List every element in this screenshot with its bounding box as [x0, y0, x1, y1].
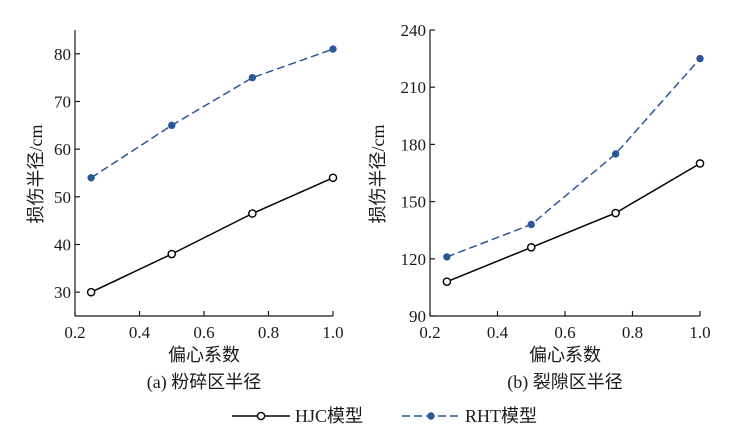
data-point — [695, 159, 705, 168]
x-tick-label: 0.8 — [258, 323, 279, 342]
panel-caption: (a) 粉碎区半径 — [147, 372, 261, 393]
data-point — [611, 208, 620, 218]
data-point — [167, 249, 177, 259]
x-tick-label: 0.2 — [64, 323, 85, 342]
y-tick-label: 120 — [401, 250, 427, 269]
y-tick-label: 150 — [401, 193, 427, 212]
data-point — [168, 121, 176, 130]
y-tick-label: 70 — [54, 93, 71, 112]
x-tick-label: 0.6 — [554, 323, 575, 342]
series-line-rht — [446, 58, 701, 258]
x-tick-label: 1.0 — [322, 323, 343, 342]
series-line-hjc — [446, 162, 701, 283]
chart-b-crack-zone: 90 120 150 180 210 240 0.2 0.4 0.6 0.8 1.0 损伤半径/cm 偏… — [368, 21, 711, 393]
legend-marker — [427, 412, 435, 420]
data-point — [527, 220, 535, 229]
y-tick-label: 30 — [54, 283, 71, 302]
y-tick-label: 90 — [409, 307, 426, 326]
panel-caption: (b) 裂隙区半径 — [507, 372, 623, 393]
data-point — [526, 243, 536, 252]
y-tick-label: 60 — [54, 140, 71, 159]
y-tick-label: 240 — [401, 21, 427, 40]
series-line-rht — [90, 48, 334, 179]
data-point — [328, 173, 338, 183]
y-tick-label: 80 — [54, 45, 71, 64]
x-axis-label: 偏心系数 — [529, 345, 601, 365]
data-point — [86, 287, 96, 297]
legend: HJC模型 RHT模型 — [232, 406, 537, 426]
x-tick-label: 0.4 — [487, 323, 509, 342]
legend-label: RHT模型 — [465, 406, 537, 426]
y-tick-label: 180 — [401, 135, 427, 154]
x-tick-label: 0.8 — [622, 323, 643, 342]
x-axis-label: 偏心系数 — [168, 345, 240, 365]
data-point — [696, 54, 704, 63]
y-tick-label: 40 — [54, 236, 71, 255]
data-point — [442, 277, 452, 286]
legend-marker — [256, 411, 266, 421]
y-axis-label: 损伤半径/cm — [368, 125, 388, 224]
data-point — [87, 174, 95, 182]
chart-a-crushing-zone: 30 40 50 60 70 80 0.2 0.4 0.6 0.8 1.0 损伤半径/cm 偏心系数 (a… — [26, 30, 344, 393]
y-tick-label: 210 — [401, 78, 427, 97]
x-tick-label: 0.4 — [129, 323, 151, 342]
y-tick-label: 50 — [54, 188, 71, 207]
x-tick-label: 1.0 — [689, 323, 710, 342]
data-point — [329, 45, 337, 53]
data-point — [248, 209, 257, 218]
y-axis-label: 损伤半径/cm — [26, 125, 46, 224]
data-point — [443, 253, 451, 261]
x-tick-label: 0.2 — [419, 323, 440, 342]
data-point — [248, 73, 257, 82]
legend-label: HJC模型 — [295, 406, 363, 426]
data-point — [611, 150, 620, 158]
x-tick-label: 0.6 — [193, 323, 214, 342]
series-line-hjc — [90, 177, 334, 293]
